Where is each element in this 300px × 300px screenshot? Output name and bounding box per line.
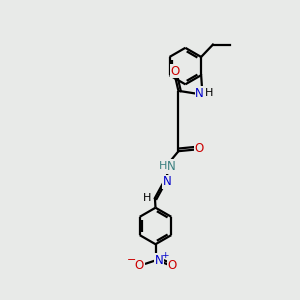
Text: O: O: [135, 259, 144, 272]
Text: N: N: [167, 160, 176, 173]
Text: H: H: [159, 161, 167, 172]
Text: H: H: [142, 193, 151, 203]
Text: O: O: [194, 142, 204, 155]
Text: +: +: [161, 250, 169, 260]
Text: N: N: [163, 175, 172, 188]
Text: H: H: [205, 88, 213, 98]
Text: O: O: [168, 259, 177, 272]
Text: O: O: [170, 64, 180, 78]
Text: N: N: [195, 87, 204, 100]
Text: −: −: [127, 255, 136, 266]
Text: N: N: [155, 254, 164, 267]
